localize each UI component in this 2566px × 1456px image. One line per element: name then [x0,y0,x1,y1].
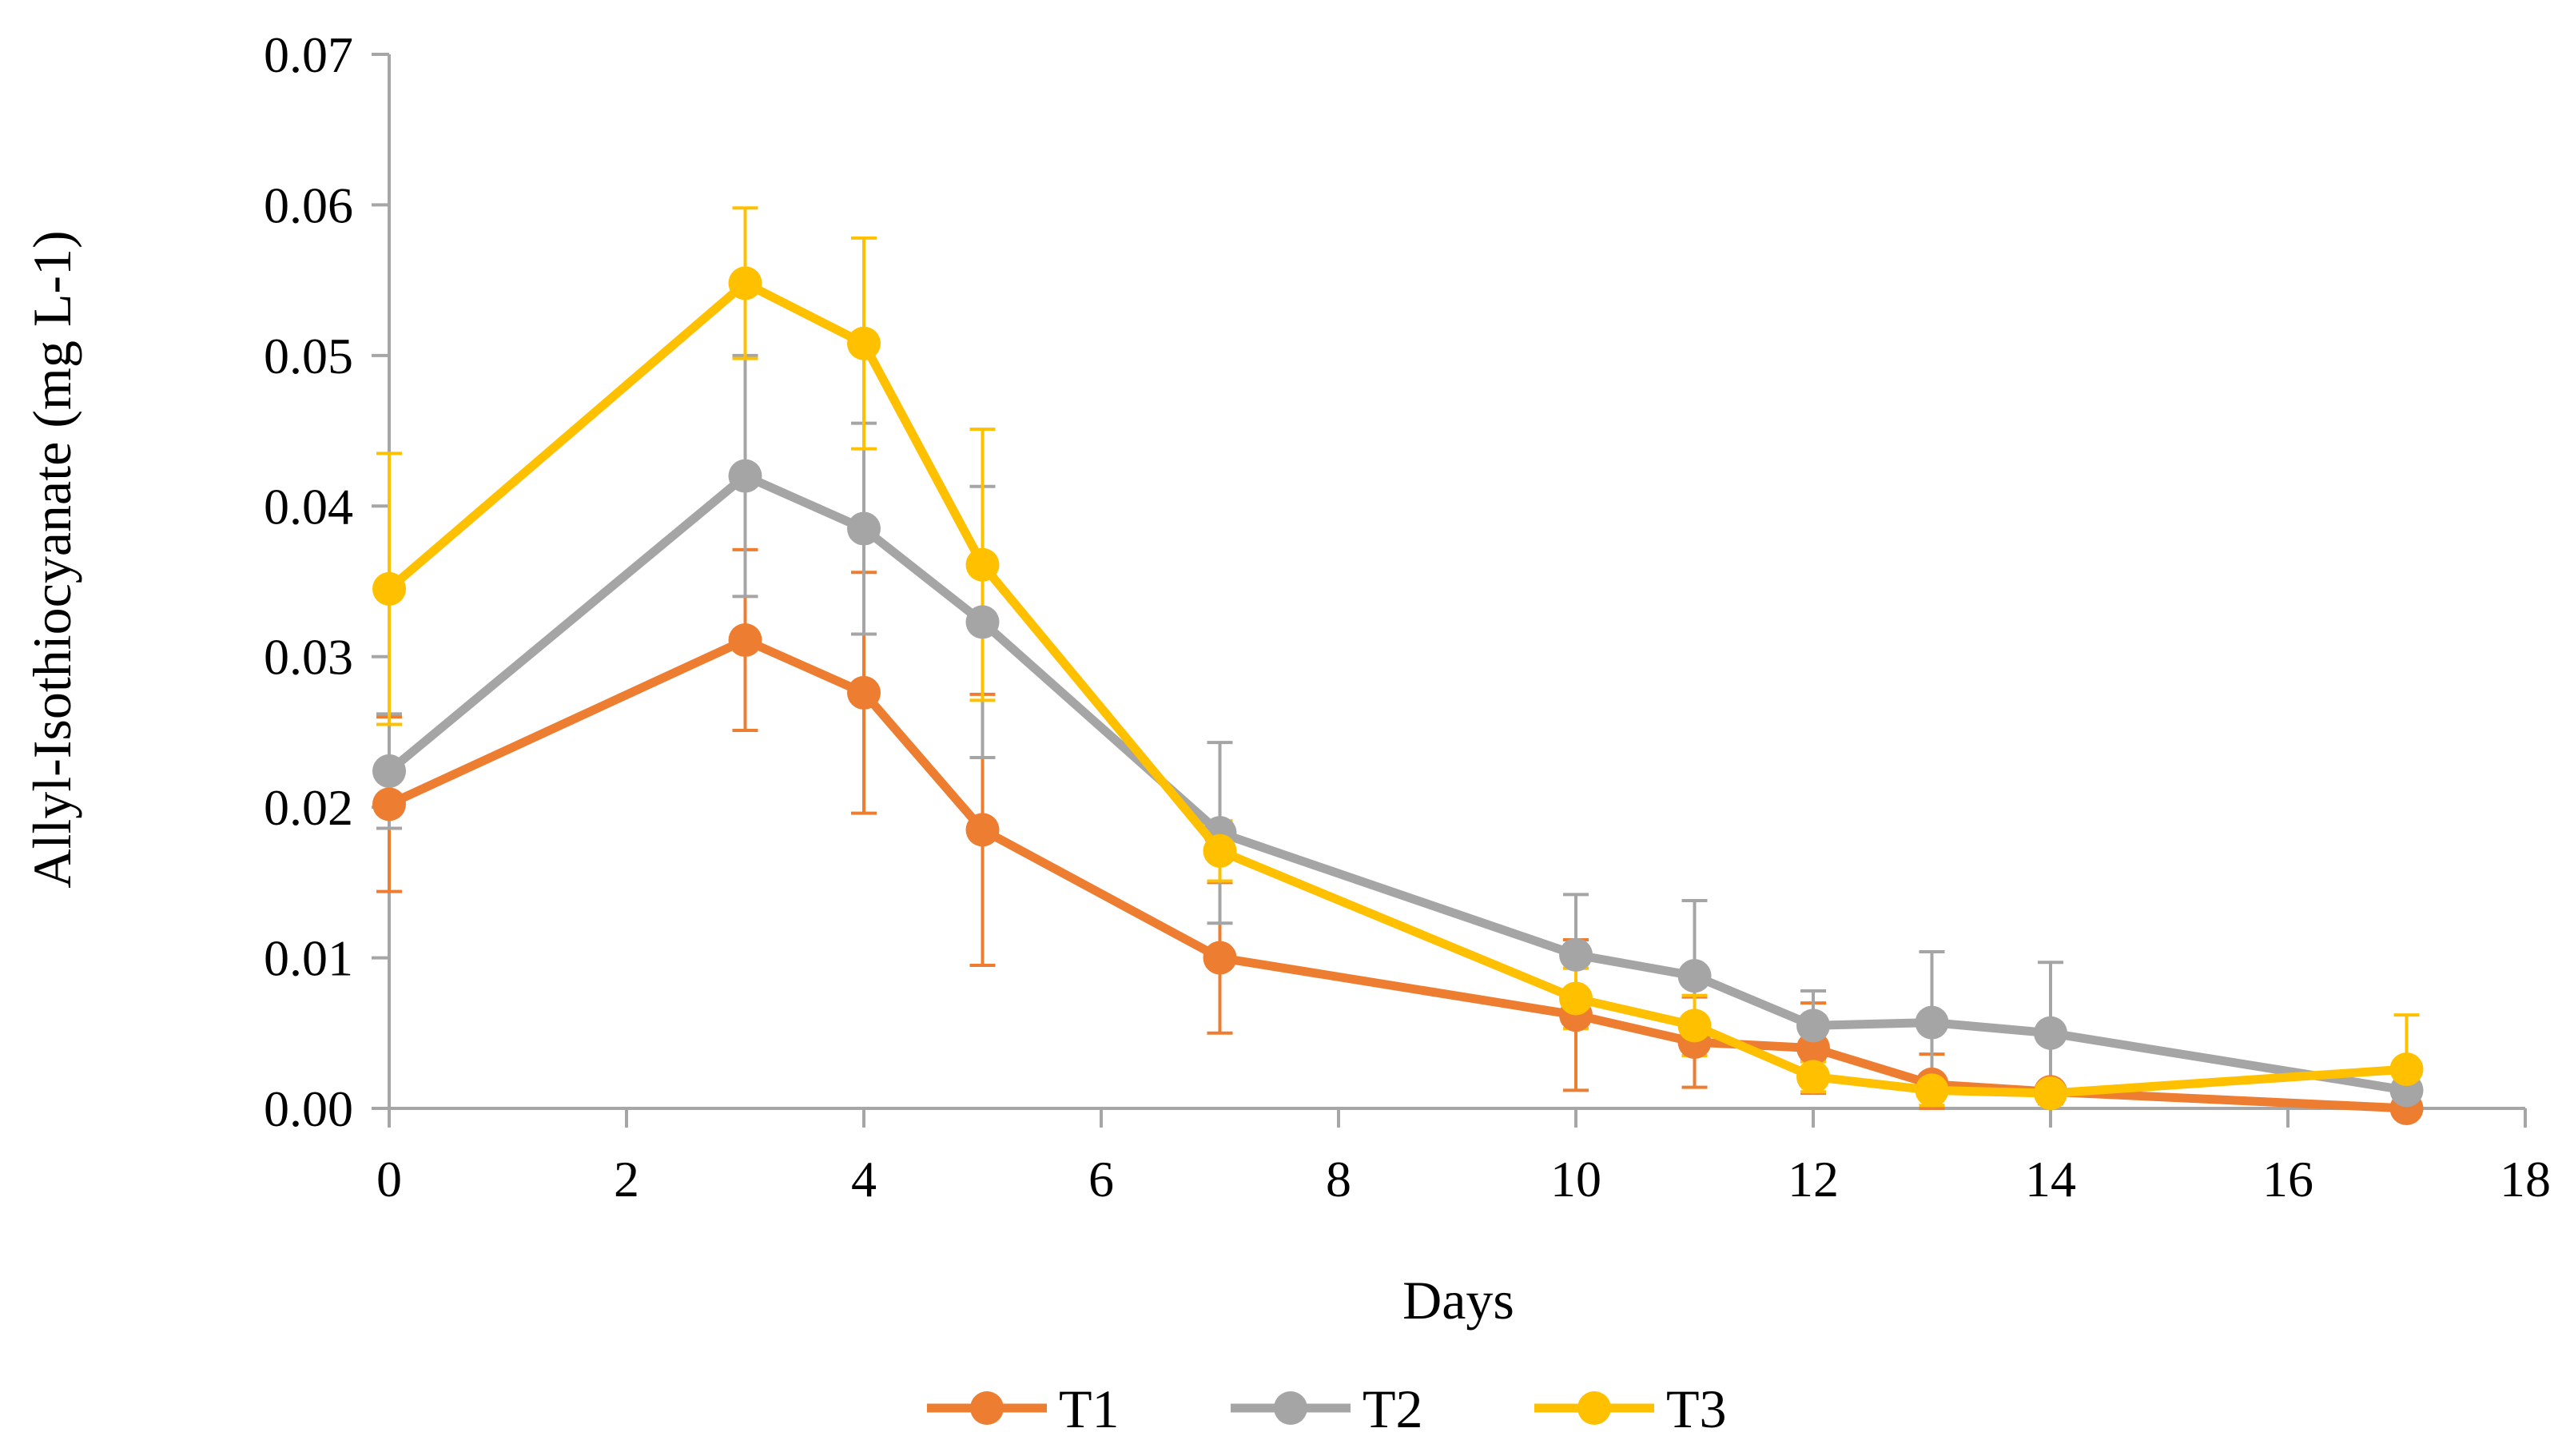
y-axis: 0.00 0.01 0.02 0.03 0.04 0.05 0.06 0.07 [264,26,391,1137]
legend-swatch-marker [1274,1391,1307,1425]
legend: T1 T2 T3 [927,1378,1727,1439]
series-line-t2 [384,471,2411,1095]
data-point-t3 [728,266,762,300]
y-tick-label: 0.06 [264,177,353,233]
data-point-t2 [847,511,881,546]
data-point-t3 [965,547,1000,582]
data-point-t1 [728,623,762,657]
legend-item-t3: T3 [1534,1378,1727,1439]
x-tick-label: 8 [1326,1151,1351,1207]
data-point-t1 [965,813,1000,847]
y-tick-label: 0.02 [264,779,353,836]
y-tick-label: 0.03 [264,629,353,686]
data-point-t2 [1915,1005,1949,1040]
data-point-t1 [1203,941,1237,975]
data-point-t2 [1677,959,1712,993]
x-tick-label: 2 [614,1151,639,1207]
x-tick-label: 12 [1788,1151,1839,1207]
legend-label: T2 [1363,1378,1423,1439]
x-axis-title: Days [1402,1270,1514,1331]
data-point-t3 [1203,833,1237,868]
data-point-t2 [728,459,762,493]
data-point-t2 [372,754,406,788]
x-tick-label: 6 [1088,1151,1114,1207]
data-point-t3 [1796,1060,1830,1094]
data-point-t3 [847,326,881,360]
y-tick-label: 0.00 [264,1080,353,1137]
series-lines [372,266,2424,1125]
data-point-t2 [2034,1016,2067,1050]
data-point-t2 [1559,937,1593,972]
legend-label: T3 [1666,1378,1727,1439]
x-tick-label: 0 [376,1151,402,1207]
data-point-t3 [2389,1052,2424,1087]
data-point-t2 [965,605,1000,639]
legend-item-t1: T1 [927,1378,1120,1439]
data-point-t3 [2034,1076,2067,1111]
y-tick-label: 0.04 [264,478,353,535]
error-bars [376,206,2420,1110]
legend-label: T1 [1059,1378,1120,1439]
data-point-t1 [847,675,881,710]
y-axis-title: Allyl-Isothiocyanate (mg L-1) [22,230,82,888]
y-tick-label: 0.01 [264,930,353,987]
data-point-t3 [1677,1008,1712,1043]
y-tick-label: 0.07 [264,26,353,83]
legend-swatch-marker [970,1391,1004,1425]
data-point-t3 [372,571,406,606]
x-tick-label: 18 [2500,1151,2551,1207]
x-tick-label: 10 [1550,1151,1601,1207]
data-point-t2 [1796,1008,1830,1043]
x-axis: 0 2 4 6 8 10 12 14 16 18 [376,1107,2551,1207]
series-line-t3 [384,278,2411,1098]
x-tick-label: 16 [2262,1151,2313,1207]
data-point-t3 [1915,1073,1949,1108]
x-tick-label: 4 [851,1151,877,1207]
data-point-t1 [372,787,406,821]
x-tick-label: 14 [2025,1151,2076,1207]
data-point-t3 [1559,981,1593,1016]
legend-item-t2: T2 [1231,1378,1423,1439]
y-tick-label: 0.05 [264,328,353,384]
legend-swatch-marker [1577,1391,1611,1425]
